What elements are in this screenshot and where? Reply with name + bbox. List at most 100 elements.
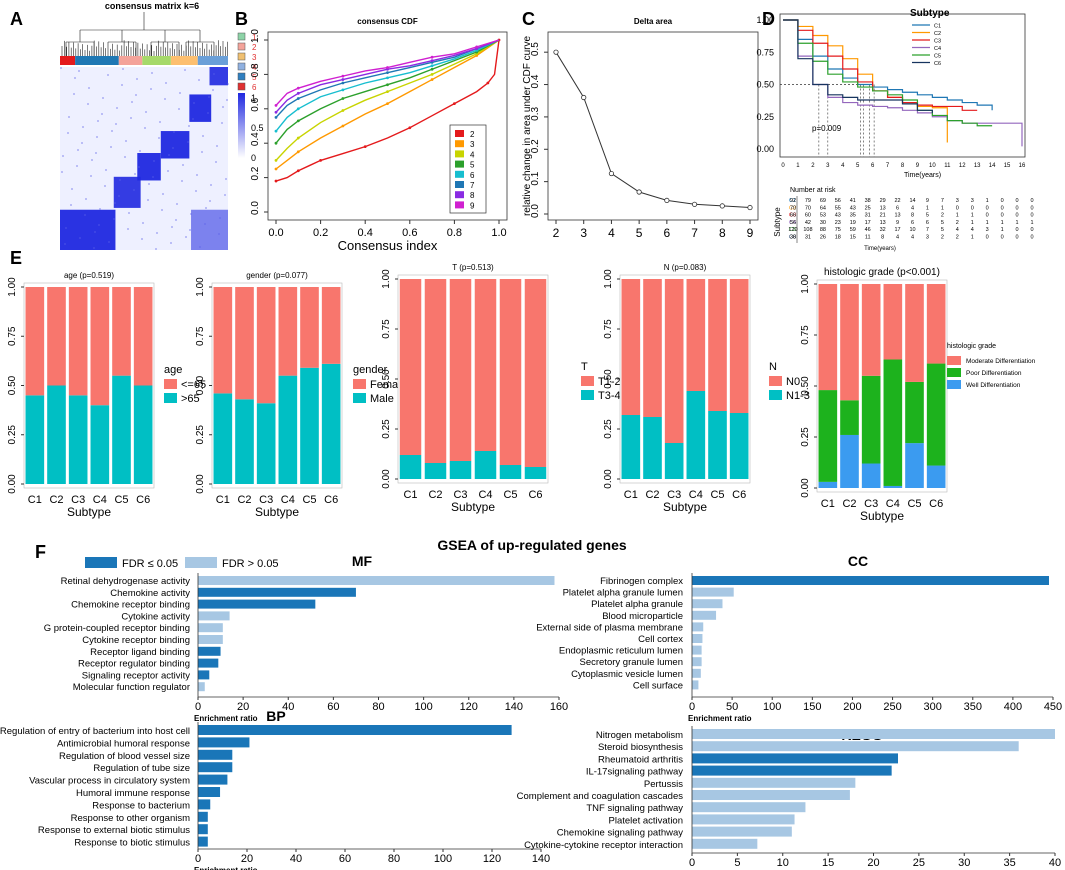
histologic-grade-xtick-c4: C4	[886, 498, 900, 510]
gender-ytick-label: 0.25	[195, 425, 206, 445]
age-bar-c1-65	[25, 287, 45, 396]
heatmap-speck	[210, 184, 212, 186]
gsea-kegg-xtick-label: 10	[777, 857, 789, 869]
heatmap-speck	[172, 147, 174, 149]
n-xtick-c5: C5	[710, 489, 724, 501]
gsea-mf-xtick-label: 120	[460, 701, 478, 713]
t-xtick-c6: C6	[528, 489, 542, 501]
cdf-xtick-label: 0.4	[358, 227, 373, 239]
heatmap-speck	[142, 222, 144, 224]
gender-xtick-c1: C1	[216, 494, 230, 506]
cdf-legend-swatch-7	[455, 181, 464, 188]
t-bar-c5-t1-2	[499, 279, 522, 465]
gsea-mf-xtick-label: 100	[414, 701, 432, 713]
gsea-kegg-label-platelet-activation: Platelet activation	[609, 815, 683, 826]
risk-cell: 2	[956, 235, 959, 241]
gsea-bp-label-vascular-process-in-circulatory-system: Vascular process in circulatory system	[29, 776, 190, 787]
risk-cell: 0	[1016, 213, 1019, 219]
delta-xtick-label: 3	[580, 226, 587, 240]
cdf-ytick-label: 0.4	[250, 132, 261, 146]
gsea-mf-bar-g-protein-coupled-receptor-binding	[198, 623, 223, 633]
heatmap-speck	[110, 146, 112, 148]
gsea-cc-xtick-label: 50	[726, 701, 738, 713]
heatmap-speck	[195, 190, 197, 192]
cdf-line-k8	[275, 39, 500, 113]
gsea-cc-xtick-label: 450	[1044, 701, 1062, 713]
heatmap-speck	[164, 98, 166, 100]
gsea-mf-xtick-label: 80	[372, 701, 384, 713]
survival-panel: 0.000.250.500.751.000 1 2 3 4 5 6 7 8 9 10 11 12 13 14…	[756, 8, 1033, 252]
heatmap-speck	[115, 123, 117, 125]
histologic-grade-ytick-label: 0.75	[800, 325, 811, 345]
t-bar-c1-t1-2	[399, 279, 422, 455]
delta-ytick-label: 0.3	[530, 107, 541, 121]
heatmap-dendrogram	[61, 12, 228, 56]
delta-point	[581, 94, 587, 101]
cdf-title: consensus CDF	[357, 17, 418, 26]
heatmap-speck	[67, 132, 69, 134]
risk-row-label-C4: C4	[789, 220, 796, 226]
risk-cell: 43	[835, 213, 841, 219]
heatmap-speck	[60, 67, 62, 69]
t-xtick-c4: C4	[478, 489, 492, 501]
km-ytick-label: 0.25	[756, 112, 774, 122]
risk-table-ylabel: Subtype	[773, 207, 782, 237]
cdf-legend-label-5: 5	[470, 161, 475, 170]
risk-cell: 19	[850, 220, 856, 226]
heatmap-speck	[128, 212, 130, 214]
histologic-grade-ytick-label: 0.25	[800, 427, 811, 447]
delta-ytick-label: 0.1	[530, 171, 541, 185]
gsea-cc-label-cell-surface: Cell surface	[633, 680, 683, 691]
gsea-kegg-xtick-label: 35	[1004, 857, 1016, 869]
t-bar-c3-t3-4	[449, 461, 472, 479]
km-xtick-label: 11	[944, 163, 951, 169]
risk-cell: 6	[896, 205, 899, 211]
heatmap-speck	[175, 219, 177, 221]
cdf-legend-label-6: 6	[470, 171, 475, 180]
heatmap-legend-label-3: 3	[252, 53, 257, 62]
heatmap-speck	[68, 116, 70, 118]
risk-cell: 0	[1001, 235, 1004, 241]
gsea-bp-xtick-label: 80	[388, 853, 400, 865]
t-title: T (p=0.513)	[452, 263, 494, 272]
cdf-point-k2	[296, 169, 300, 173]
gender-legend-swatch-male	[353, 393, 366, 403]
risk-cell: 17	[895, 227, 901, 233]
cdf-point-k4	[274, 159, 278, 162]
risk-cell: 1	[986, 220, 989, 226]
cdf-ytick-label: 0.6	[250, 97, 261, 111]
km-xtick-label: 16	[1019, 163, 1026, 169]
gsea-kegg-label-il-17signaling-pathway: IL-17signaling pathway	[586, 767, 683, 778]
gsea-mf-label-cytokine-activity: Cytokine activity	[121, 611, 190, 622]
delta-point	[553, 49, 559, 55]
risk-cell: 18	[835, 235, 841, 241]
risk-cell: 13	[880, 220, 886, 226]
heatmap-speck	[218, 233, 220, 235]
histologic-grade-bar-c2-poor-differentiation	[840, 400, 859, 435]
gsea-kegg-xtick-label: 25	[913, 857, 925, 869]
delta-point	[691, 201, 698, 207]
heatmap-colorbar-tick: 0	[251, 153, 256, 163]
n-bar-c1-n0	[621, 279, 641, 415]
risk-cell: 25	[865, 205, 871, 211]
n-bar-c6-n0	[729, 279, 749, 413]
risk-cell: 79	[805, 198, 811, 204]
cdf-point-k8	[430, 59, 434, 63]
heatmap-speck	[76, 165, 78, 167]
delta-point	[747, 204, 753, 211]
histologic-grade-ytick-label: 1.00	[800, 274, 811, 294]
risk-cell: 0	[1030, 227, 1033, 233]
histologic-grade-bar-c5-poor-differentiation	[905, 381, 924, 444]
gsea-bp-xtick-label: 0	[195, 853, 201, 865]
gsea-mf-title: MF	[352, 553, 373, 569]
n-bar-c3-n0	[664, 279, 684, 443]
n-bar-c1-n1-3	[621, 415, 641, 479]
km-xtick-label: 0	[781, 163, 785, 169]
age-bar-c5-65	[112, 375, 131, 484]
gsea-bp-label-response-to-external-biotic-stimulus: Response to external biotic stimulus	[38, 825, 190, 836]
risk-cell: 38	[790, 235, 796, 241]
delta-point	[636, 189, 642, 195]
gsea-bp-bar-response-to-other-organism	[198, 811, 208, 822]
heatmap-speck	[176, 203, 178, 205]
t-xtick-c2: C2	[428, 489, 442, 501]
